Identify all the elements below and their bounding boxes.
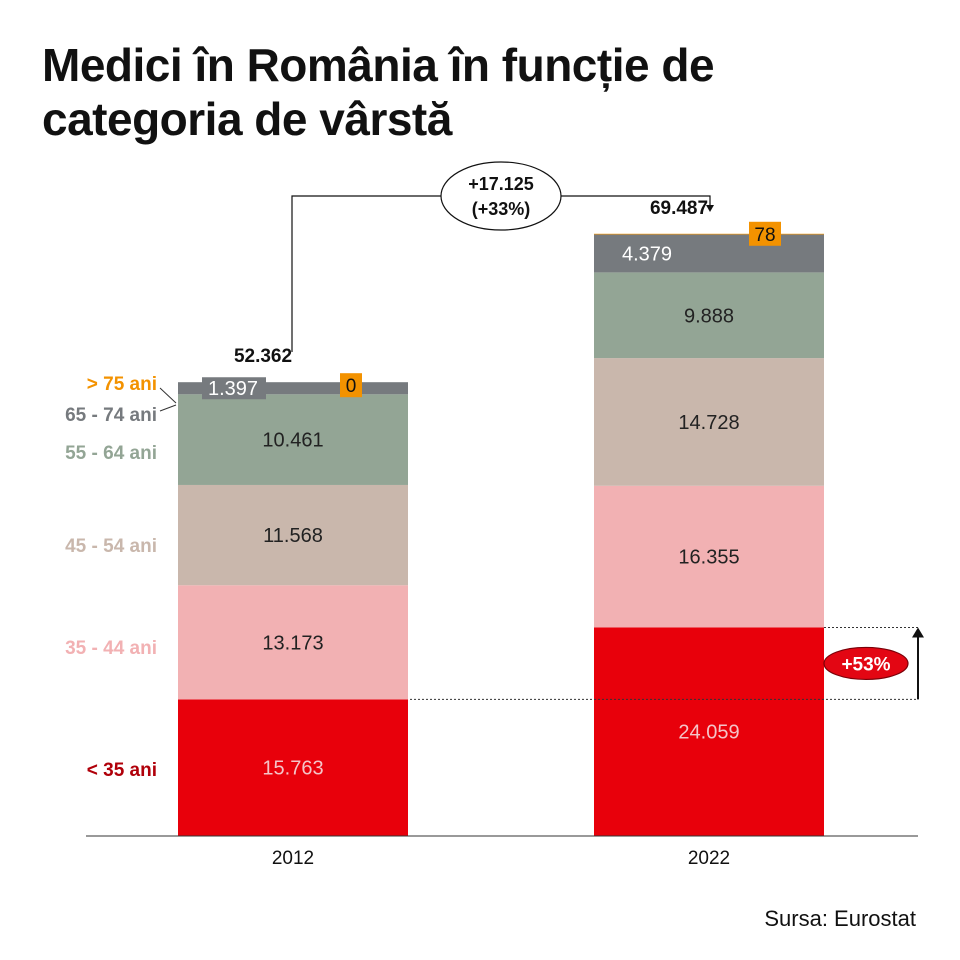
legend-45-54-ani: 45 - 54 ani	[65, 536, 157, 557]
bar-2022-55-64-ani	[594, 272, 824, 359]
legend-35-44-ani: 35 - 44 ani	[65, 638, 157, 659]
data-label-2022-55-64-ani: 9.888	[684, 305, 734, 327]
total-change-ellipse	[440, 161, 562, 231]
total-change-percent: (+33%)	[472, 199, 531, 219]
data-label-2012-35-44-ani: 13.173	[262, 632, 323, 654]
bar-2012-55-64-ani	[178, 394, 408, 485]
total-label-2022: 69.487	[650, 198, 708, 219]
bar-2012-35-44-ani	[178, 585, 408, 700]
data-label-2022-35-44-ani: 16.355	[678, 547, 739, 569]
data-label-2012-55-64-ani: 10.461	[262, 430, 323, 452]
x-tick-2022: 2022	[688, 848, 730, 869]
data-label-2012-35-ani: 15.763	[262, 758, 323, 780]
total-change-arrowhead	[706, 205, 714, 212]
legend-leader-65	[159, 404, 177, 412]
data-label-2012-45-54-ani: 11.568	[263, 525, 323, 547]
under35-change-arrowhead	[912, 627, 924, 638]
total-change-value: +17.125	[468, 174, 534, 194]
data-label-2012-65-74-ani: 1.397	[208, 378, 258, 400]
data-label-2022-75-ani: 78	[754, 225, 775, 246]
legend-55-64-ani: 55 - 64 ani	[65, 443, 157, 464]
bar-2012-35-ani	[178, 699, 408, 836]
bar-2022-75-ani	[594, 233, 824, 235]
legend-75-ani: > 75 ani	[87, 374, 157, 395]
source-note: Sursa: Eurostat	[764, 906, 916, 931]
label-bg-2022-75-ani	[749, 221, 781, 246]
bar-2012-45-54-ani	[178, 484, 408, 586]
bar-2022-35-ani	[594, 627, 824, 836]
data-label-2022-35-ani: 24.059	[678, 722, 739, 744]
legend-leader-75	[159, 387, 177, 404]
bar-2022-35-44-ani	[594, 485, 824, 628]
label-bg-2012-65-74-ani	[202, 377, 266, 400]
under35-change-value: +53%	[841, 654, 890, 675]
legend-35-ani: < 35 ani	[87, 760, 157, 781]
chart-title: Medici în România în funcție de categori…	[42, 39, 715, 145]
data-label-2022-45-54-ani: 14.728	[678, 412, 739, 434]
legend-65-74-ani: 65 - 74 ani	[65, 405, 157, 426]
bar-2022-65-74-ani	[594, 234, 824, 273]
data-label-2022-65-74-ani: 4.379	[622, 243, 672, 265]
bar-2022-45-54-ani	[594, 358, 824, 486]
total-label-2012: 52.362	[234, 346, 292, 367]
under35-change-ellipse	[823, 646, 909, 681]
x-tick-2012: 2012	[272, 848, 314, 869]
data-label-2012-75-ani: 0	[346, 376, 357, 397]
label-bg-2012-75-ani	[340, 373, 362, 398]
